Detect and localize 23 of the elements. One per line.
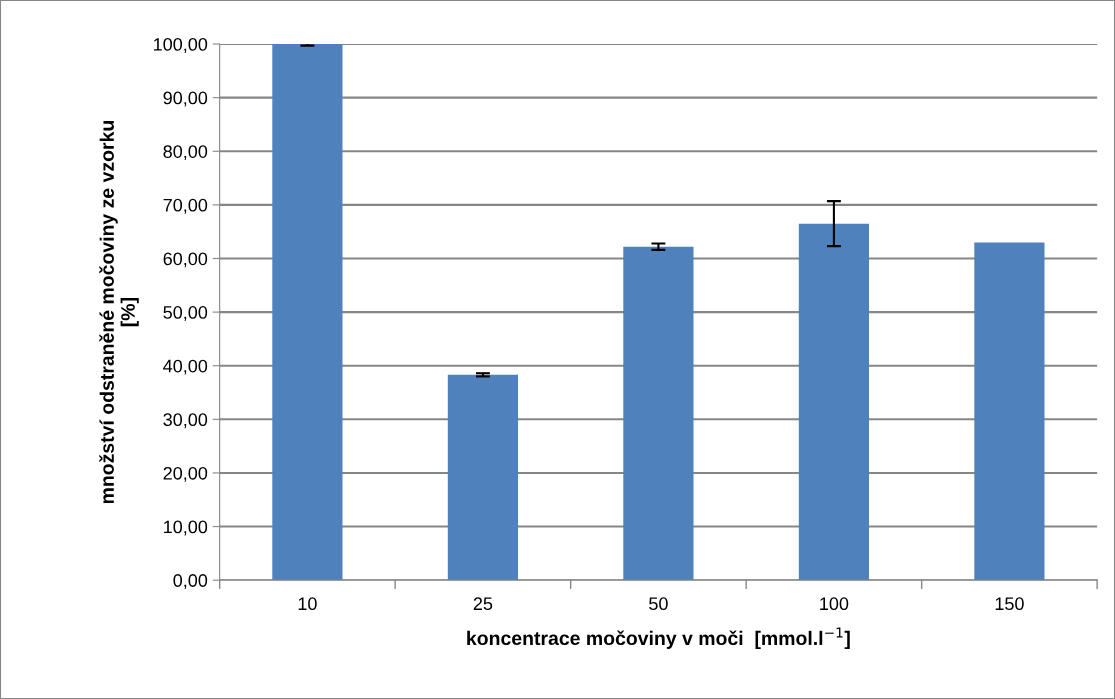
bar — [623, 246, 694, 581]
y-tick-label: 0,00 — [173, 574, 208, 590]
y-tick-label: 70,00 — [163, 198, 208, 214]
y-tick-label: 10,00 — [164, 520, 208, 536]
bar — [447, 374, 519, 581]
x-tick-label: 50 — [649, 597, 668, 611]
bar — [974, 242, 1045, 581]
y-tick-label: 50,00 — [163, 306, 208, 321]
y-axis-title: množství odstraněné močoviny ze vzorku [%] — [99, 121, 139, 504]
bar — [798, 223, 870, 581]
x-tick-label: 100 — [820, 597, 849, 611]
y-tick-label: 80,00 — [163, 145, 208, 161]
y-tick-label: 40,00 — [163, 359, 208, 375]
y-tick-label: 100,00 — [154, 37, 208, 53]
x-tick-label: 10 — [298, 597, 317, 611]
y-tick-label: 20,00 — [163, 466, 208, 482]
bar — [272, 44, 343, 581]
y-tick-label: 90,00 — [163, 91, 208, 107]
x-tick-label: 25 — [473, 597, 493, 611]
y-tick-label: 30,00 — [163, 413, 208, 429]
y-tick-label: 60,00 — [163, 252, 208, 268]
x-axis-title: koncentrace močoviny v moči [mmol.l$^{−1}$] — [467, 627, 850, 649]
x-tick-label: 150 — [995, 597, 1024, 611]
